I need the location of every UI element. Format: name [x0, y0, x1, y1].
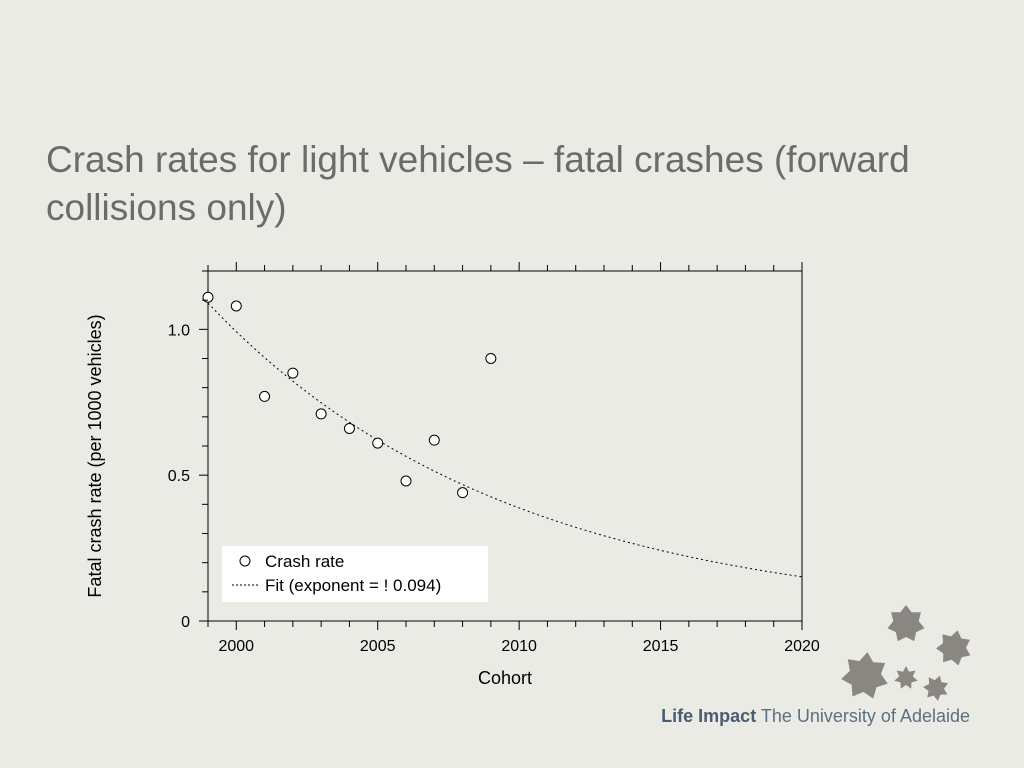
- slide-title: Crash rates for light vehicles – fatal c…: [46, 139, 910, 228]
- x-axis-title: Cohort: [478, 668, 532, 688]
- data-point: [457, 487, 469, 499]
- star-shape: [841, 652, 888, 699]
- footer-university: The University of Adelaide: [760, 706, 970, 726]
- fit-line: [207, 302, 803, 578]
- y-tick-label: 0: [181, 614, 190, 631]
- footer-brand: Life Impact: [661, 706, 757, 726]
- y-tick-label: 1.0: [168, 322, 190, 339]
- star-shape: [923, 675, 949, 701]
- data-point: [428, 434, 440, 446]
- data-point: [230, 300, 242, 312]
- data-point: [287, 367, 299, 379]
- y-axis-title: Fatal crash rate (per 1000 vehicles): [85, 314, 105, 597]
- legend-label-fit: Fit (exponent = ! 0.094): [265, 576, 441, 595]
- crash-rate-chart: 2000 2005 2010 2015 2020 0 0.5 1.0 Cohort Fatal…: [85, 262, 820, 688]
- footer: Life Impact The University of Adelaide: [661, 706, 970, 727]
- legend-label-crash-rate: Crash rate: [265, 552, 344, 571]
- legend: Crash rate Fit (exponent = ! 0.094): [222, 546, 488, 602]
- y-tick-label: 0.5: [168, 468, 190, 485]
- star-cluster-icon: [841, 605, 971, 701]
- x-tick-label: 2015: [643, 638, 679, 655]
- data-point: [372, 437, 384, 449]
- legend-marker-crash-rate: [239, 555, 251, 567]
- data-point: [485, 353, 497, 364]
- x-tick-label: 2010: [501, 638, 537, 655]
- x-tick-label: 2000: [218, 638, 254, 655]
- star-shape: [887, 605, 925, 642]
- x-tick-label: 2005: [360, 638, 396, 655]
- x-tick-label: 2020: [784, 638, 820, 655]
- data-point: [202, 291, 214, 303]
- data-point: [259, 390, 271, 402]
- data-point: [400, 475, 412, 487]
- star-shape: [936, 630, 971, 666]
- star-shape: [894, 666, 918, 689]
- data-point: [343, 423, 355, 434]
- data-point: [315, 408, 327, 420]
